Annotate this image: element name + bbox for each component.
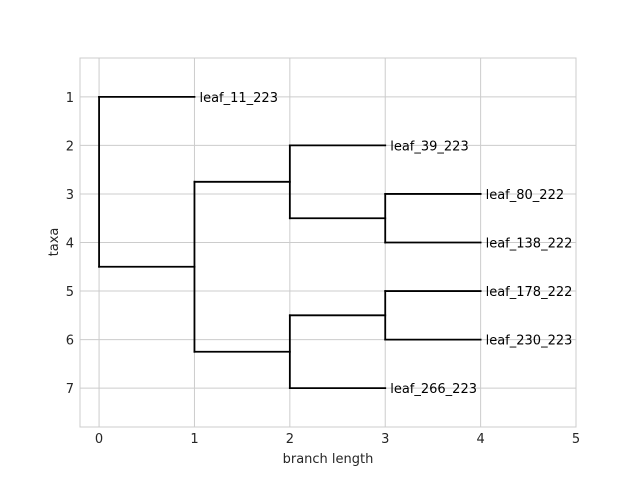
leaf-label: leaf_80_222	[486, 188, 565, 203]
y-axis-title: taxa	[47, 228, 62, 257]
tree-branches	[98, 95, 482, 390]
y-tick-label: 6	[66, 334, 74, 349]
x-axis-title: branch length	[283, 452, 374, 467]
y-tick-label: 1	[66, 91, 74, 106]
leaf-label: leaf_11_223	[199, 91, 278, 106]
x-tick-label: 1	[190, 432, 198, 447]
plot-frame	[79, 57, 577, 428]
leaf-label: leaf_266_223	[390, 382, 477, 397]
x-tick-label: 3	[381, 432, 389, 447]
y-tick-labels: 1 2 3 4 5 6 7	[66, 91, 74, 397]
leaf-label: leaf_230_223	[486, 334, 573, 349]
x-tick-labels: 0 1 2 3 4 5	[95, 432, 580, 447]
x-tick-label: 4	[476, 432, 484, 447]
y-tick-label: 2	[66, 139, 74, 154]
leaf-label: leaf_39_223	[390, 139, 469, 154]
x-tick-label: 0	[95, 432, 103, 447]
y-tick-label: 3	[66, 188, 74, 203]
leaf-label: leaf_178_222	[486, 285, 573, 300]
y-tick-label: 5	[66, 285, 74, 300]
x-tick-label: 2	[286, 432, 294, 447]
y-tick-label: 7	[66, 382, 74, 397]
leaf-label: leaf_138_222	[486, 237, 573, 252]
leaf-labels: leaf_11_223 leaf_39_223 leaf_80_222 leaf_13…	[199, 91, 572, 397]
x-tick-label: 5	[572, 432, 580, 447]
y-tick-label: 4	[66, 237, 74, 252]
